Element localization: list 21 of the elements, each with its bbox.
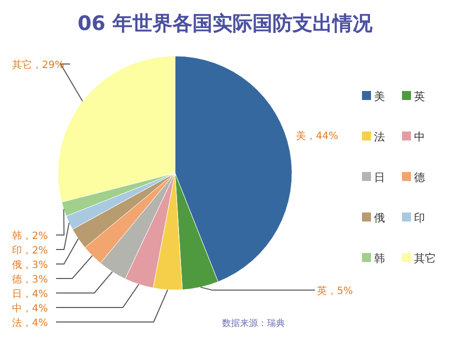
- source-note: 数据来源：瑞典: [222, 318, 285, 329]
- legend-label: 英: [414, 90, 425, 103]
- data-label: 中，4%: [12, 302, 48, 314]
- legend-label: 印: [414, 212, 425, 224]
- data-label: 法，4%: [12, 317, 48, 329]
- legend-label: 韩: [374, 252, 385, 265]
- legend-label: 中: [414, 130, 425, 144]
- legend-label: 德: [414, 171, 425, 184]
- data-label: 日，4%: [12, 289, 48, 300]
- legend-label: 其它: [414, 252, 436, 265]
- legend-label: 法: [374, 130, 385, 144]
- data-label: 德，3%: [12, 274, 48, 286]
- data-label: 英，5%: [317, 285, 353, 298]
- data-label: 俄，3%: [12, 259, 48, 271]
- data-label: 美，44%: [296, 130, 338, 142]
- legend-label: 美: [374, 90, 385, 103]
- chart-title: 06 年世界各国实际国防支出情况: [78, 11, 374, 35]
- data-label: 韩，2%: [12, 230, 48, 242]
- legend-label: 日: [374, 171, 385, 184]
- legend-label: 俄: [374, 212, 385, 224]
- data-label: 印，2%: [12, 244, 48, 256]
